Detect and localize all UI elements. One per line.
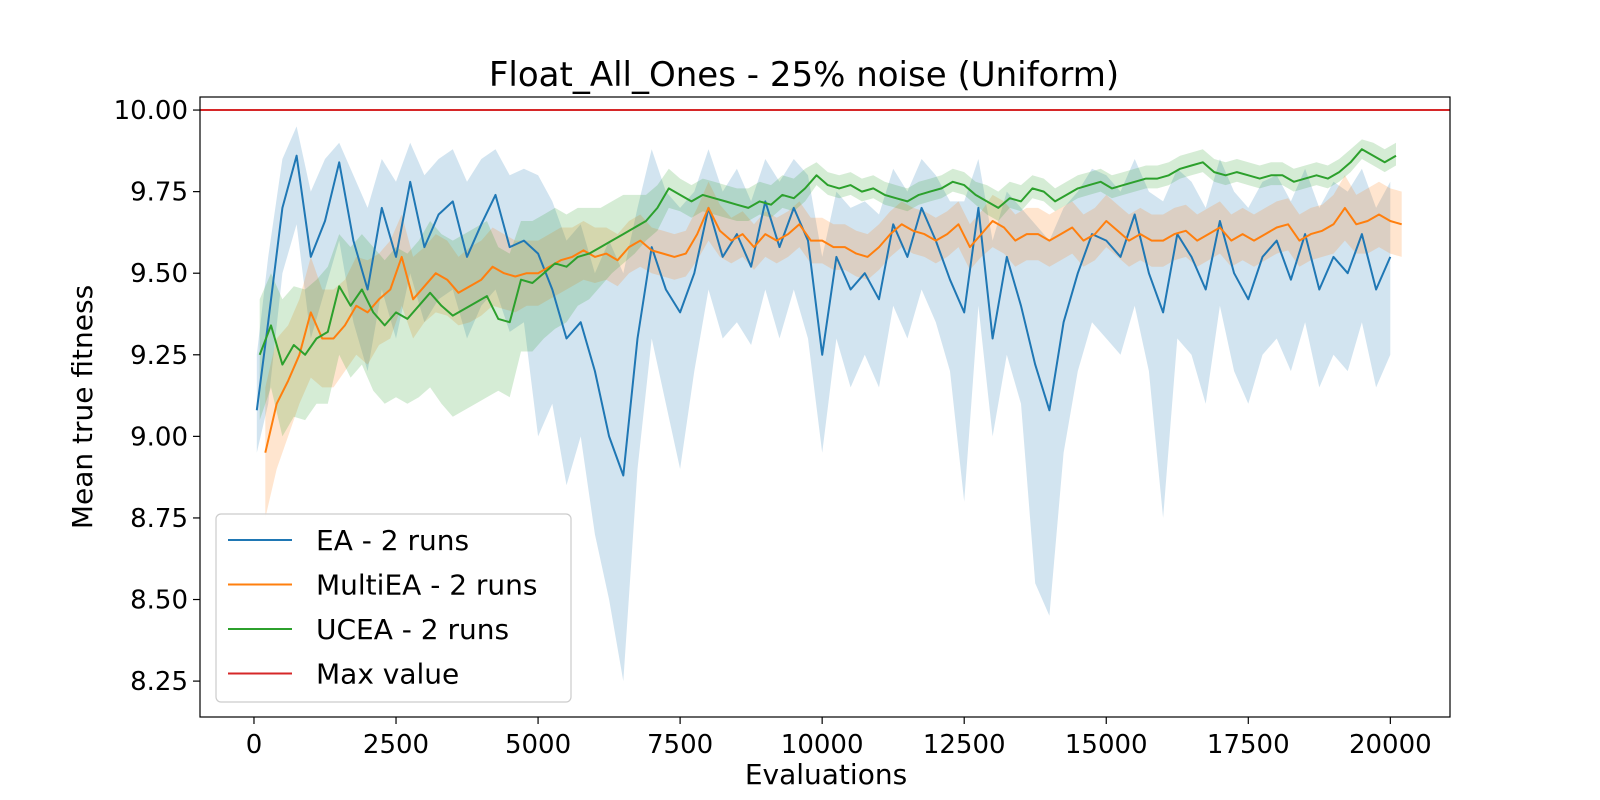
multiea-2-runs-line — [264, 206, 1402, 453]
y-tick-label: 10.00 — [114, 96, 188, 126]
y-axis-label: Mean true fitness — [66, 285, 99, 529]
x-tick-label: 20000 — [1349, 730, 1432, 760]
y-tick-label: 9.00 — [130, 422, 188, 452]
y-tick-label: 9.75 — [130, 178, 188, 208]
x-tick-label: 12500 — [923, 730, 1006, 760]
legend-label-multiea-2-runs: MultiEA - 2 runs — [316, 569, 538, 602]
ea-2-runs-line — [255, 154, 1392, 477]
legend-label-max-value: Max value — [316, 658, 459, 691]
x-tick-label: 0 — [246, 730, 263, 760]
x-tick-label: 7500 — [647, 730, 713, 760]
x-tick-label: 17500 — [1207, 730, 1290, 760]
ucea-2-runs-line — [258, 148, 1397, 366]
ea-2-runs-band — [256, 126, 1391, 682]
multiea-2-runs-band — [265, 175, 1402, 518]
y-tick-label: 8.75 — [130, 504, 188, 534]
y-axis-ticks: 8.25 8.50 8.75 9.00 9.25 9.50 9.75 10.00 — [114, 96, 200, 697]
y-tick-label: 8.50 — [130, 586, 188, 616]
plot-frame — [199, 96, 1451, 718]
legend-label-ucea-2-runs: UCEA - 2 runs — [316, 613, 509, 646]
series-lines — [255, 148, 1402, 477]
legend: EA - 2 runs MultiEA - 2 runs UCEA - 2 runs… — [215, 513, 572, 703]
y-tick-label: 9.25 — [130, 341, 188, 371]
x-tick-label: 15000 — [1065, 730, 1148, 760]
legend-box — [215, 513, 572, 703]
x-axis-label: Evaluations — [745, 758, 907, 791]
ucea-2-runs-band — [259, 139, 1397, 437]
x-tick-label: 5000 — [505, 730, 571, 760]
chart-title: Float_All_Ones - 25% noise (Uniform) — [489, 55, 1119, 95]
y-tick-label: 9.50 — [130, 259, 188, 289]
x-tick-label: 10000 — [781, 730, 864, 760]
y-tick-label: 8.25 — [130, 667, 188, 697]
x-tick-label: 2500 — [363, 730, 429, 760]
legend-label-ea-2-runs: EA - 2 runs — [316, 524, 469, 557]
confidence-bands — [256, 126, 1402, 682]
x-axis-ticks: 0 2500 5000 7500 10000 12500 15000 17500 20000 — [246, 717, 1432, 760]
